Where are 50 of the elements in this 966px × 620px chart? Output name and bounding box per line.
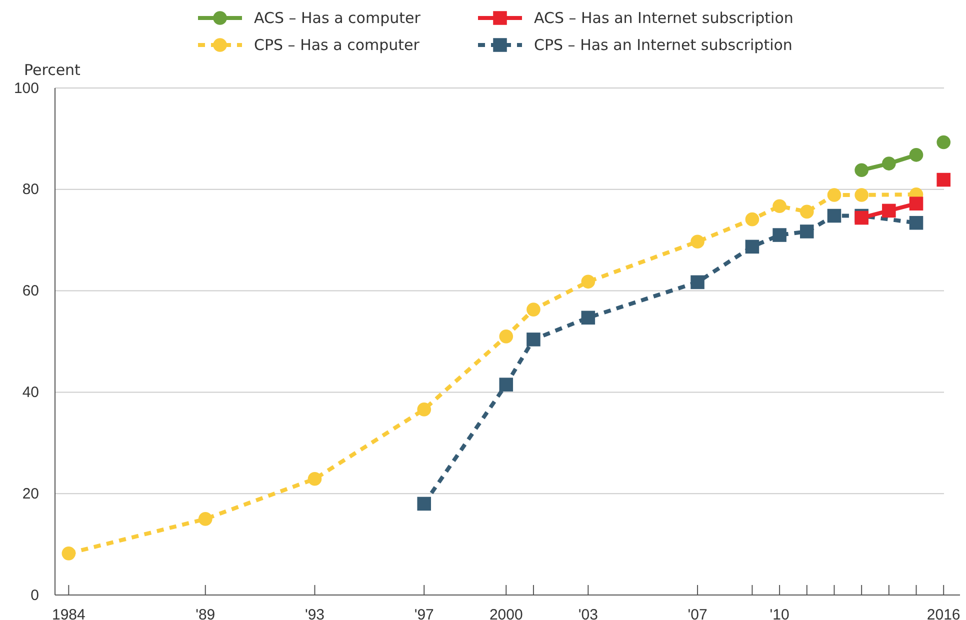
y-tick-label: 0 — [30, 586, 39, 604]
x-tick-label: 2000 — [489, 606, 523, 620]
point — [854, 163, 868, 178]
y-tick-label: 100 — [14, 80, 39, 97]
point — [499, 330, 514, 344]
point — [772, 228, 786, 242]
point — [499, 378, 514, 392]
point — [827, 188, 842, 202]
point — [581, 310, 596, 325]
point — [909, 216, 924, 230]
point — [800, 204, 814, 219]
point — [308, 472, 322, 486]
x-tick-label: '03 — [578, 606, 598, 620]
point — [909, 148, 924, 162]
point — [526, 332, 540, 346]
point — [690, 275, 704, 290]
legend-label: ACS – Has an Internet subscription — [534, 9, 794, 27]
point — [909, 196, 924, 210]
point — [690, 234, 704, 249]
point — [827, 208, 842, 223]
x-tick-label: '97 — [414, 606, 434, 620]
y-tick-label: 20 — [22, 485, 39, 502]
x-tick-label: '07 — [688, 606, 708, 620]
point — [772, 199, 786, 214]
point — [854, 188, 868, 202]
x-tick-label: '10 — [770, 606, 790, 620]
point — [882, 156, 896, 170]
x-tick-label: '89 — [196, 606, 216, 620]
point — [526, 302, 540, 316]
x-tick-label: 2016 — [926, 606, 960, 620]
point — [62, 546, 76, 560]
legend-label: ACS – Has a computer — [254, 9, 422, 27]
point — [581, 274, 596, 289]
y-tick-label: 80 — [22, 181, 39, 198]
x-tick-label: '93 — [304, 606, 325, 620]
point — [417, 402, 432, 416]
y-tick-label: 40 — [22, 384, 39, 401]
point — [745, 240, 760, 254]
y-tick-label: 60 — [22, 282, 39, 300]
point — [745, 212, 760, 226]
point — [882, 204, 896, 218]
x-tick-label: 1984 — [52, 606, 86, 620]
point — [417, 496, 431, 511]
point — [198, 512, 212, 526]
point — [936, 172, 950, 187]
legend-label: CPS – Has a computer — [254, 36, 420, 54]
point — [800, 224, 814, 238]
point — [936, 135, 951, 150]
legend-label: CPS – Has an Internet subscription — [534, 36, 792, 54]
y-axis-title: Percent — [24, 61, 81, 79]
